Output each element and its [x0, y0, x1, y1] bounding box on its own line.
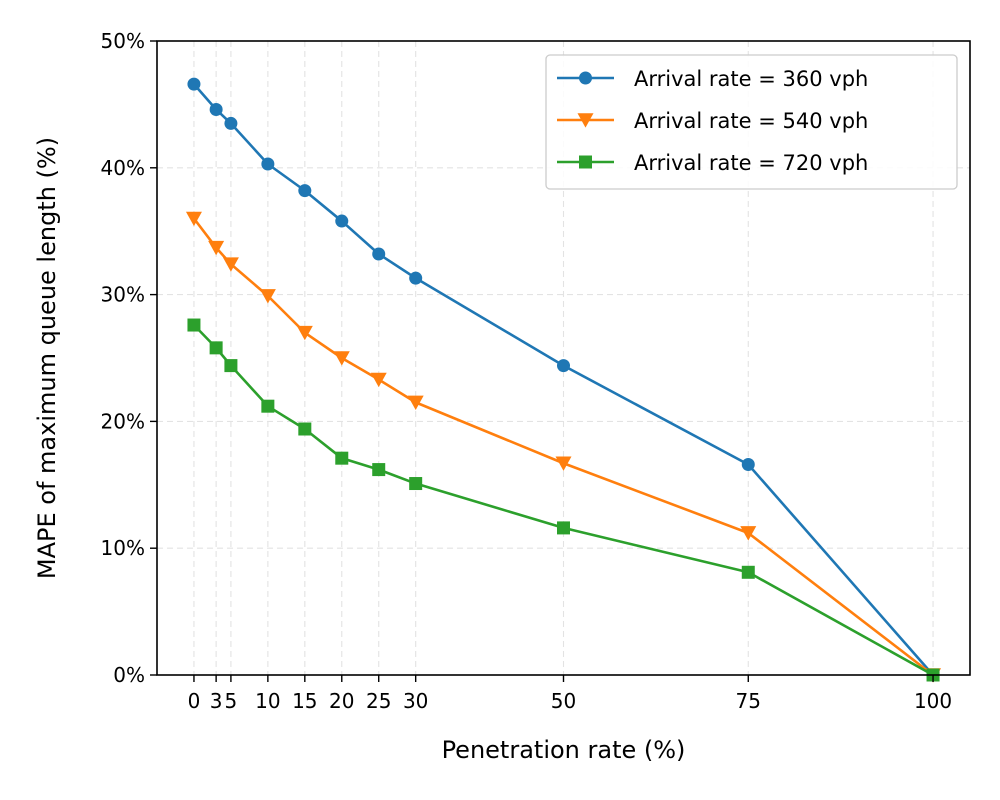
x-tick-label: 15: [292, 689, 317, 713]
legend-marker: [579, 155, 592, 169]
y-tick-label: 50%: [101, 29, 145, 53]
data-point: [333, 351, 350, 366]
x-tick-label: 30: [403, 689, 428, 713]
data-point: [224, 359, 238, 373]
x-tick-label: 10: [255, 689, 280, 713]
legend-marker: [577, 113, 594, 128]
data-point: [187, 77, 201, 91]
data-point: [740, 526, 757, 541]
data-point: [259, 289, 276, 304]
data-point: [187, 318, 201, 332]
x-tick-label: 75: [736, 689, 761, 713]
data-point: [261, 399, 275, 413]
data-point: [555, 456, 572, 471]
data-point: [298, 184, 312, 198]
legend-box: [545, 54, 958, 190]
legend-item: Arrival rate = 540 vph: [557, 109, 868, 133]
data-point: [209, 102, 223, 116]
series-layer: [185, 77, 942, 683]
legend-label: Arrival rate = 540 vph: [634, 109, 868, 133]
y-tick-label: 30%: [101, 283, 145, 307]
x-tick-label: 5: [225, 689, 238, 713]
y-tick-label: 20%: [101, 409, 145, 433]
data-point: [372, 463, 386, 477]
series-1: [187, 77, 940, 682]
data-point: [185, 211, 202, 227]
data-point: [741, 565, 755, 579]
data-point: [372, 247, 386, 261]
data-point: [557, 359, 570, 373]
legend-label: Arrival rate = 720 vph: [634, 151, 868, 175]
legend-marker: [579, 71, 592, 85]
x-tick-label: 50: [551, 689, 576, 713]
legend-item: Arrival rate = 720 vph: [557, 151, 868, 175]
data-point: [335, 451, 349, 465]
x-tick-label: 100: [914, 689, 952, 713]
data-point: [296, 325, 313, 341]
data-point: [208, 240, 225, 256]
data-point: [224, 116, 238, 130]
y-tick-label: 0%: [113, 663, 145, 687]
y-tick-label: 10%: [101, 536, 145, 560]
data-point: [370, 372, 387, 388]
y-tick-label: 40%: [101, 156, 145, 180]
x-axis-label: Penetration rate (%): [442, 736, 686, 764]
x-tick-label: 20: [329, 689, 354, 713]
data-point: [741, 458, 755, 472]
data-point: [261, 157, 275, 171]
series-2: [185, 211, 942, 683]
data-point: [409, 477, 423, 491]
data-point: [222, 257, 239, 272]
series-3: [187, 318, 940, 682]
x-tick-label: 3: [210, 689, 223, 713]
data-point: [407, 395, 424, 410]
data-point: [335, 214, 349, 228]
x-tick-label: 0: [188, 689, 201, 713]
legend-item: Arrival rate = 360 vph: [557, 67, 868, 91]
legend-label: Arrival rate = 360 vph: [634, 67, 868, 91]
axes: 0 3 5 10 15 20 25 30 50 75 100 0% 10% 20% 30% 40% 50%: [101, 29, 953, 713]
y-axis-label: MAPE of maximum queue length (%): [33, 137, 61, 579]
data-point: [557, 521, 570, 535]
x-tick-label: 25: [366, 689, 391, 713]
data-point: [209, 341, 223, 355]
data-point: [298, 422, 312, 436]
legend: Arrival rate = 360 vph Arrival rate = 540…: [545, 54, 958, 190]
data-point: [409, 271, 423, 285]
